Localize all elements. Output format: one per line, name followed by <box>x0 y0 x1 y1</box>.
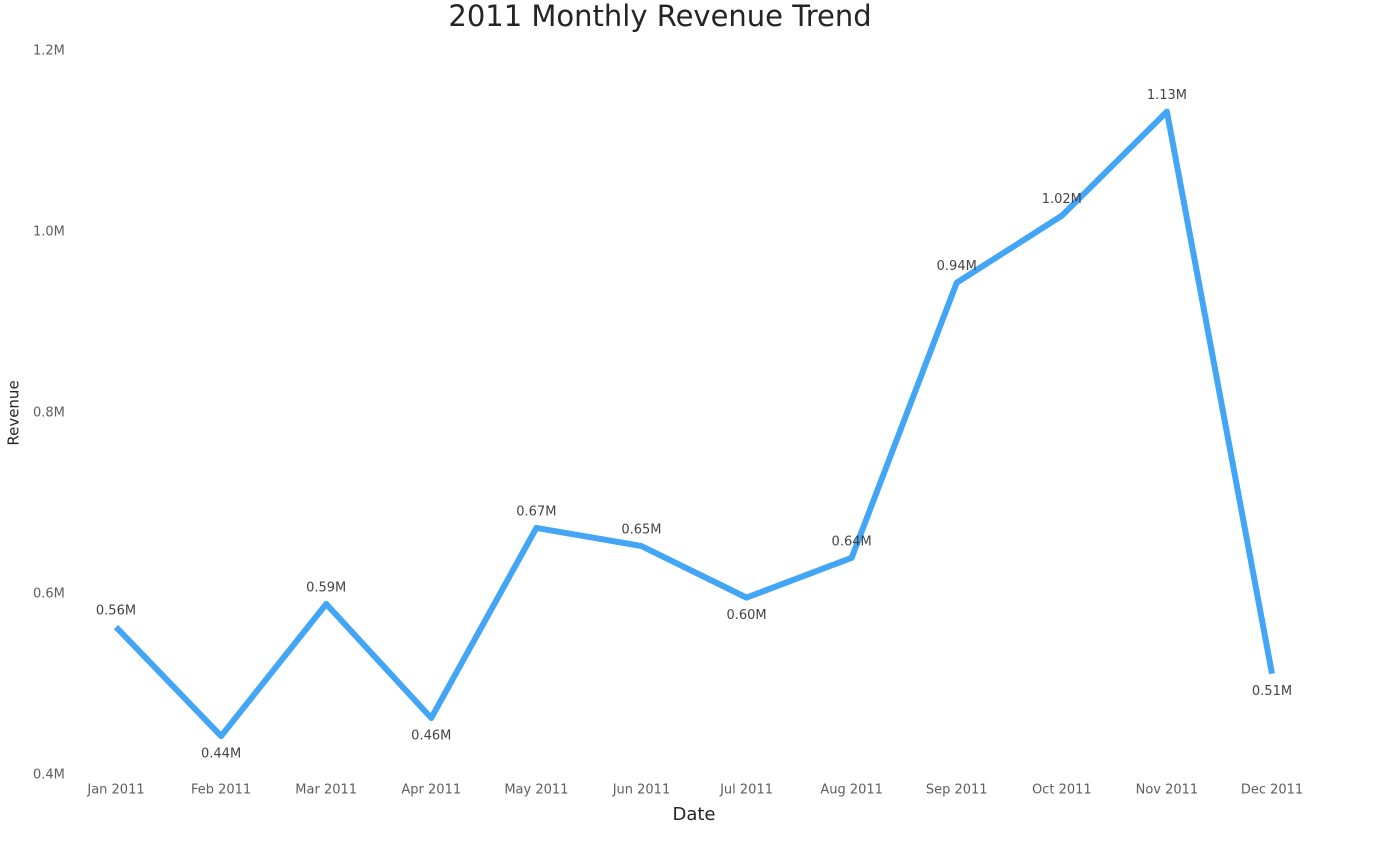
data-label: 0.44M <box>201 747 241 762</box>
data-label: 0.60M <box>726 608 766 623</box>
data-label: 0.94M <box>937 259 977 274</box>
y-tick-label: 0.8M <box>33 406 65 421</box>
data-label: 0.67M <box>516 504 556 519</box>
data-label: 0.65M <box>621 523 661 538</box>
line-series <box>113 108 1275 740</box>
y-tick-label: 0.6M <box>33 587 65 602</box>
x-tick-label: Mar 2011 <box>295 783 357 798</box>
data-label: 0.56M <box>96 604 136 619</box>
x-tick-label: Nov 2011 <box>1136 783 1199 798</box>
x-tick-label: Oct 2011 <box>1032 783 1092 798</box>
x-tick-label: Feb 2011 <box>191 783 251 798</box>
data-label: 1.13M <box>1147 88 1187 103</box>
y-tick-label: 1.0M <box>33 225 65 240</box>
y-axis-label: Revenue <box>5 380 23 445</box>
x-tick-label: Sep 2011 <box>926 783 988 798</box>
data-label: 1.02M <box>1042 192 1082 207</box>
x-tick-label: Jun 2011 <box>612 783 671 798</box>
x-tick-label: Apr 2011 <box>401 783 461 798</box>
x-axis-label: Date <box>672 804 715 825</box>
chart-title: 2011 Monthly Revenue Trend <box>448 0 871 33</box>
data-label: 0.51M <box>1252 684 1292 699</box>
data-label: 0.64M <box>832 534 872 549</box>
x-tick-label: Aug 2011 <box>820 783 883 798</box>
data-label: 0.46M <box>411 728 451 743</box>
x-tick-label: Jul 2011 <box>719 783 773 798</box>
data-label: 0.59M <box>306 580 346 595</box>
x-tick-label: Jan 2011 <box>86 783 144 798</box>
x-tick-label: May 2011 <box>504 783 568 798</box>
y-tick-label: 1.2M <box>33 44 65 59</box>
x-tick-label: Dec 2011 <box>1241 783 1303 798</box>
y-tick-label: 0.4M <box>33 768 65 783</box>
